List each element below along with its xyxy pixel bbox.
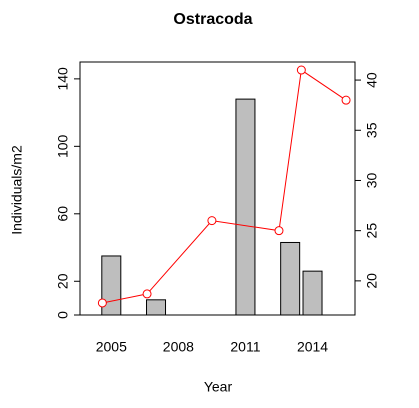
line-point bbox=[296, 65, 306, 75]
x-tick-label: 2005 bbox=[96, 339, 127, 355]
bar bbox=[146, 299, 167, 316]
y-tick-label: 20 bbox=[55, 273, 71, 289]
x-tick-label: 2008 bbox=[163, 339, 194, 355]
line-point bbox=[341, 95, 351, 105]
bar bbox=[280, 241, 301, 316]
line bbox=[102, 69, 347, 304]
bar bbox=[302, 270, 323, 316]
line-point bbox=[97, 298, 107, 308]
line-point bbox=[207, 216, 217, 226]
chart-title: Ostracoda bbox=[173, 11, 252, 28]
y2-tick-label: 25 bbox=[364, 223, 380, 239]
y2-tick-label: 30 bbox=[364, 172, 380, 188]
y2-tick-label: 20 bbox=[364, 273, 380, 289]
line-point bbox=[142, 289, 152, 299]
y-tick-label: 60 bbox=[55, 206, 71, 222]
y-tick-label: 100 bbox=[55, 134, 71, 158]
plot-box bbox=[79, 61, 356, 316]
y2-tick-label: 35 bbox=[364, 122, 380, 138]
line-point bbox=[274, 226, 284, 236]
y2-tick-label: 40 bbox=[364, 72, 380, 88]
y-axis-label: Individuals/m2 bbox=[9, 145, 25, 235]
y-tick-label: 0 bbox=[55, 311, 71, 319]
x-axis-label: Year bbox=[204, 379, 233, 395]
x-tick-label: 2011 bbox=[230, 339, 260, 355]
bar bbox=[235, 98, 256, 316]
y-tick-label: 140 bbox=[55, 67, 71, 91]
x-tick-label: 2014 bbox=[297, 339, 328, 355]
